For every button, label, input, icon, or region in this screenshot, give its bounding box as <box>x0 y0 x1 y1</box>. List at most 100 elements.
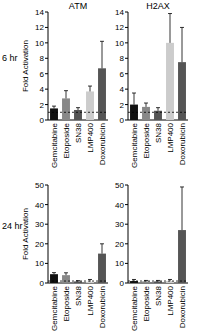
y-axis <box>128 185 129 283</box>
reference-line <box>128 112 188 113</box>
bar <box>74 110 82 120</box>
category-label: Doxorubicin <box>178 286 187 328</box>
error-bar <box>76 108 80 110</box>
error-cap <box>64 272 68 273</box>
error-cap <box>88 86 92 87</box>
category-label: Gemcitabine <box>130 285 139 330</box>
y-tick-label: 20 <box>115 240 124 249</box>
category-label: Etoposide <box>62 285 71 321</box>
panel: 02468101214GemcitabineEtoposideSN38LMP40… <box>115 1 188 168</box>
y-tick <box>45 263 48 264</box>
y-tick <box>125 243 128 244</box>
y-tick <box>125 185 128 186</box>
y-tick-label: 6 <box>120 70 125 79</box>
panel: 02468101214GemcitabineEtoposideSN38LMP40… <box>2 1 108 168</box>
y-tick <box>125 27 128 28</box>
error-line <box>102 244 103 254</box>
bar <box>62 275 70 283</box>
error-line <box>102 41 103 68</box>
category-label: Gemcitabine <box>130 122 139 167</box>
y-axis <box>48 185 49 283</box>
y-tick-label: 0 <box>120 279 125 288</box>
error-line <box>66 91 67 99</box>
error-line <box>134 93 135 105</box>
error-bar <box>64 273 68 275</box>
y-tick <box>45 283 48 284</box>
error-line <box>182 27 183 62</box>
y-tick <box>45 204 48 205</box>
bar <box>154 281 162 283</box>
error-line <box>90 86 91 91</box>
y-tick <box>125 42 128 43</box>
y-tick <box>45 120 48 121</box>
error-cap <box>132 93 136 94</box>
reference-line <box>128 281 188 282</box>
y-tick <box>45 104 48 105</box>
y-tick <box>45 243 48 244</box>
bar <box>50 108 58 120</box>
y-tick-label: 50 <box>35 181 44 190</box>
error-bar <box>132 93 136 105</box>
y-tick-label: 2 <box>40 101 45 110</box>
error-bar <box>168 14 172 43</box>
bar <box>62 98 70 120</box>
bar <box>178 230 186 283</box>
error-cap <box>52 272 56 273</box>
error-line <box>170 14 171 43</box>
category-label: Doxorubicin <box>178 123 187 165</box>
panel-title: H2AX <box>146 1 170 11</box>
y-tick-label: 6 <box>40 70 45 79</box>
category-label: Etoposide <box>142 285 151 321</box>
panel: 01020304050GemcitabineEtoposideSN38LMP40… <box>2 181 108 331</box>
y-tick <box>125 263 128 264</box>
y-tick-label: 10 <box>35 259 44 268</box>
error-cap <box>64 90 68 91</box>
y-label: Fold Activation <box>21 208 30 260</box>
error-cap <box>76 107 80 108</box>
marks <box>48 244 108 283</box>
error-cap <box>180 27 184 28</box>
error-line <box>146 103 147 107</box>
y-tick <box>45 42 48 43</box>
y-tick-label: 50 <box>115 181 124 190</box>
marks <box>128 14 188 120</box>
y-tick <box>45 89 48 90</box>
error-bar <box>156 108 160 111</box>
y-tick-label: 10 <box>35 39 44 48</box>
error-cap <box>100 243 104 244</box>
error-bar <box>100 41 104 68</box>
y-tick-label: 8 <box>120 54 125 63</box>
error-bar <box>64 91 68 99</box>
error-bar <box>180 187 184 230</box>
y-tick-label: 4 <box>120 85 125 94</box>
error-cap <box>180 186 184 187</box>
y-tick-label: 0 <box>120 116 125 125</box>
category-label: SN38 <box>154 122 163 143</box>
y-tick <box>45 27 48 28</box>
error-bar <box>144 103 148 107</box>
y-tick-label: 2 <box>120 101 125 110</box>
category-label: LMP400 <box>166 122 175 152</box>
category-label: LMP400 <box>166 285 175 315</box>
y-tick <box>125 224 128 225</box>
y-tick <box>45 224 48 225</box>
category-label: SN38 <box>74 285 83 306</box>
y-tick <box>125 204 128 205</box>
error-cap <box>100 41 104 42</box>
error-line <box>158 108 159 111</box>
reference-line <box>48 112 108 113</box>
row-label: 24 hr <box>2 221 23 231</box>
y-tick-label: 40 <box>35 201 44 210</box>
category-label: Doxorubicin <box>98 123 107 165</box>
marks <box>48 41 108 120</box>
bar <box>86 91 94 120</box>
category-label: LMP400 <box>86 122 95 152</box>
category-label: SN38 <box>74 122 83 143</box>
bar <box>178 62 186 120</box>
y-tick-label: 12 <box>35 23 44 32</box>
error-cap <box>168 13 172 14</box>
category-label: Etoposide <box>62 122 71 158</box>
category-label: Gemcitabine <box>50 285 59 330</box>
error-cap <box>156 107 160 108</box>
category-label: Gemcitabine <box>50 122 59 167</box>
